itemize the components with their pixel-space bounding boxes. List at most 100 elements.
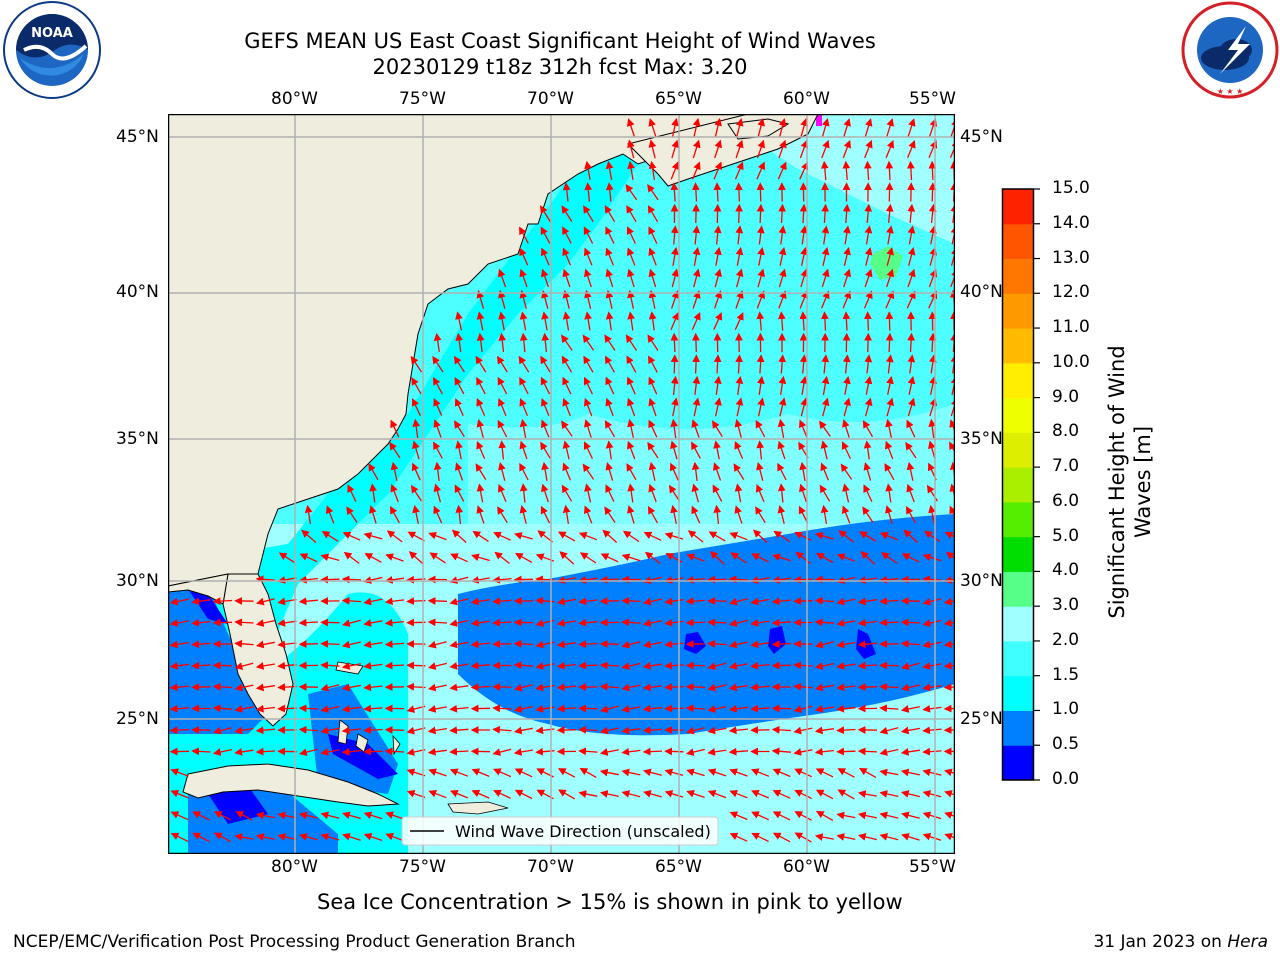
wind-wave-arrow — [756, 203, 765, 224]
wind-wave-arrow — [234, 639, 254, 648]
wind-wave-arrow — [621, 596, 641, 605]
wind-wave-arrow — [836, 619, 856, 627]
wind-wave-arrow — [707, 639, 727, 648]
wind-wave-arrow — [476, 332, 485, 352]
wind-wave-arrow — [429, 552, 446, 564]
wind-wave-arrow — [907, 118, 916, 137]
wind-wave-arrow — [169, 661, 189, 670]
wind-wave-arrow — [730, 552, 747, 564]
wind-wave-arrow — [212, 597, 233, 606]
wind-wave-arrow — [928, 203, 937, 223]
wind-wave-arrow — [799, 311, 808, 331]
wind-wave-arrow — [169, 640, 190, 649]
wind-wave-arrow — [541, 483, 549, 503]
wind-wave-arrow — [713, 182, 722, 202]
wind-wave-arrow — [406, 768, 426, 777]
wind-wave-arrow — [843, 118, 851, 137]
wind-wave-arrow — [778, 290, 787, 309]
wind-wave-arrow — [212, 704, 233, 713]
wind-wave-arrow — [498, 440, 507, 460]
wind-wave-arrow — [713, 225, 722, 245]
wind-wave-arrow — [843, 268, 851, 288]
wind-wave-arrow — [170, 789, 189, 799]
wind-wave-arrow — [714, 139, 722, 159]
wind-wave-arrow — [583, 397, 593, 417]
wind-wave-arrow — [369, 483, 377, 503]
legend-label: Wind Wave Direction (unscaled) — [455, 822, 711, 841]
wind-wave-arrow — [514, 552, 533, 563]
wind-wave-arrow — [599, 661, 620, 670]
wind-wave-arrow — [728, 704, 748, 713]
wind-wave-arrow — [729, 768, 748, 777]
lat-label-left-40n: 40°N — [116, 282, 159, 302]
land-bahamas-4 — [392, 734, 401, 756]
wind-wave-arrow — [277, 811, 297, 820]
wind-wave-arrow — [411, 398, 421, 416]
wind-wave-arrow — [582, 463, 595, 480]
wind-wave-arrow — [321, 531, 339, 542]
wind-wave-arrow — [578, 597, 598, 606]
wind-wave-arrow — [906, 461, 915, 481]
colorbar-tick-label: 6.0 — [1052, 490, 1080, 511]
wind-wave-arrow — [928, 182, 937, 202]
wind-wave-arrow — [519, 332, 528, 353]
wind-wave-arrow — [885, 483, 893, 503]
wind-wave-arrow — [605, 376, 615, 395]
wind-wave-arrow — [648, 139, 657, 159]
wind-wave-arrow — [750, 661, 770, 670]
colorbar-cell — [1003, 328, 1033, 364]
wind-wave-arrow — [664, 597, 684, 606]
wind-wave-arrow — [841, 441, 851, 459]
wind-wave-arrow — [907, 225, 916, 245]
wind-wave-arrow — [922, 662, 942, 670]
wind-wave-arrow — [707, 768, 727, 777]
wind-wave-arrow — [647, 334, 659, 351]
wind-wave-arrow — [772, 789, 791, 799]
wind-wave-arrow — [647, 184, 659, 201]
wind-wave-arrow — [735, 290, 744, 309]
wind-wave-arrow — [513, 639, 534, 648]
wind-wave-arrow — [407, 531, 425, 542]
wind-wave-arrow — [756, 354, 765, 374]
wind-wave-arrow — [879, 790, 899, 798]
wind-wave-arrow — [777, 418, 786, 439]
wind-wave-arrow — [671, 268, 679, 288]
wind-wave-arrow — [298, 640, 319, 648]
wind-wave-arrow — [277, 683, 297, 692]
wind-wave-arrow — [857, 618, 877, 627]
wind-wave-arrow — [907, 268, 916, 288]
wind-wave-arrow — [540, 419, 550, 438]
wind-wave-arrow — [384, 618, 405, 627]
wind-wave-arrow — [863, 440, 872, 460]
wind-wave-arrow — [926, 484, 938, 502]
wind-wave-arrow — [497, 355, 508, 373]
wind-wave-arrow — [864, 375, 873, 395]
wind-wave-arrow — [341, 640, 361, 649]
wind-wave-arrow — [513, 748, 534, 756]
wind-wave-arrow — [863, 462, 872, 481]
wind-wave-arrow — [432, 376, 443, 395]
wind-wave-arrow — [771, 747, 792, 756]
wind-wave-arrow — [540, 355, 551, 373]
wave-zone-1-1p5 — [168, 114, 688, 674]
wind-wave-arrow — [836, 662, 856, 670]
wind-wave-arrow — [728, 640, 748, 649]
wind-wave-arrow — [929, 375, 937, 395]
wind-wave-arrow — [626, 397, 636, 417]
wind-wave-arrow — [922, 726, 942, 735]
wind-wave-arrow — [583, 441, 593, 459]
wind-wave-arrow — [341, 747, 362, 756]
wind-wave-arrow — [471, 553, 490, 562]
lon-label-top-70w: 70°W — [527, 89, 574, 109]
wind-wave-arrow — [605, 484, 615, 502]
wind-wave-arrow — [213, 726, 232, 735]
wind-wave-arrow — [691, 161, 701, 180]
colorbar-tick-label: 12.0 — [1052, 282, 1090, 303]
wind-wave-arrow — [864, 397, 873, 417]
wind-wave-arrow — [584, 289, 592, 309]
colorbar-title: Significant Height of Wind Waves [m] — [1100, 312, 1160, 652]
wind-wave-arrow — [838, 530, 854, 543]
calm-spot-1 — [684, 632, 706, 654]
wind-wave-arrow — [885, 505, 893, 524]
wind-wave-arrow — [750, 768, 770, 777]
